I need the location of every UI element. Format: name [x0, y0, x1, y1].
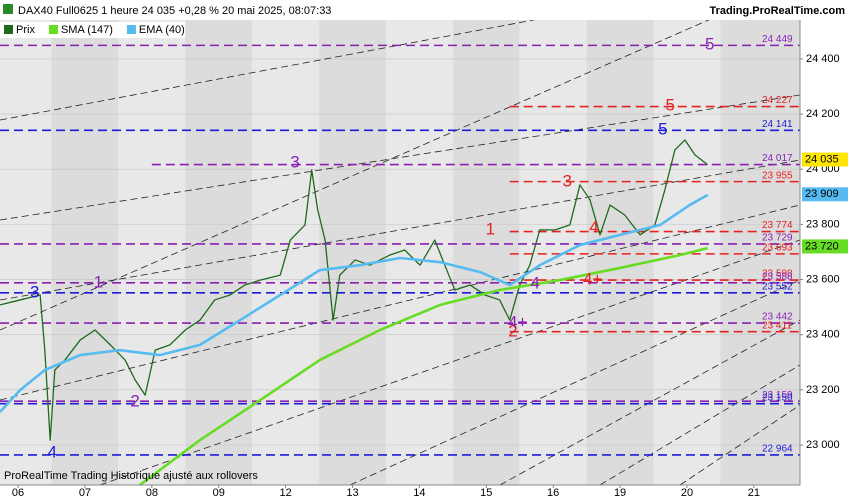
price-label: 24 035 — [805, 153, 839, 165]
x-tick-label: 16 — [547, 487, 559, 499]
level-label: 23 159 — [762, 390, 793, 401]
level-label: 23 411 — [762, 320, 792, 331]
wave-label: 4 — [530, 273, 539, 292]
level-label: 23 955 — [762, 170, 793, 181]
trend-lines — [0, 0, 801, 486]
x-tick-label: 21 — [748, 487, 760, 499]
series — [0, 139, 709, 487]
trend-line — [0, 0, 643, 121]
x-tick-label: 19 — [614, 487, 626, 499]
x-tick-label: 08 — [146, 487, 158, 499]
x-tick-label: 06 — [12, 487, 24, 499]
level-label: 23 598 — [762, 269, 793, 280]
wave-label: 1 — [94, 272, 103, 291]
day-band — [185, 20, 253, 485]
level-label: 23 729 — [762, 233, 793, 244]
logo — [3, 4, 13, 14]
y-tick-label: 23 600 — [806, 273, 840, 285]
day-band — [118, 20, 186, 485]
wave-label: 4+ — [583, 270, 602, 289]
trend-line — [679, 404, 801, 486]
wave-label: 4 — [47, 442, 56, 461]
day-band — [720, 20, 800, 485]
level-label: 23 693 — [762, 243, 793, 254]
day-band — [51, 20, 119, 485]
annotations: 3 4 1 2 3 1 2 4 4+ 3 4 4+ 5 5 5 — [30, 34, 714, 461]
day-band — [452, 20, 520, 485]
series-line — [0, 193, 709, 413]
trend-line — [0, 94, 801, 221]
wave-label: 1 — [486, 219, 495, 238]
x-tick-label: 14 — [413, 487, 425, 499]
footer: ProRealTime Trading Historique ajusté au… — [4, 470, 258, 482]
level-label: 23 774 — [762, 220, 793, 231]
day-band — [252, 20, 320, 485]
day-band — [586, 20, 654, 485]
wave-label: 3 — [562, 171, 571, 190]
y-tick-label: 23 000 — [806, 439, 840, 451]
legend-swatch — [126, 25, 136, 34]
wave-label: 3 — [290, 152, 299, 171]
legend-label: Prix — [16, 24, 35, 36]
y-tick-label: 23 400 — [806, 329, 840, 341]
day-bands — [0, 20, 800, 485]
legend-label: SMA (147) — [61, 24, 113, 36]
trend-line — [349, 279, 801, 486]
y-tick-label: 23 800 — [806, 218, 840, 230]
level-label: 23 150 — [762, 392, 793, 403]
x-tick-label: 07 — [79, 487, 91, 499]
level-label: 24 449 — [762, 34, 793, 45]
legend-bg — [0, 22, 185, 38]
level-label: 23 552 — [762, 281, 793, 292]
level-label: 22 964 — [762, 444, 793, 455]
day-band — [319, 20, 386, 485]
price-label: 23 720 — [805, 240, 839, 252]
x-tick-label: 13 — [346, 487, 358, 499]
x-axis-area — [0, 485, 850, 500]
price-label: 23 909 — [805, 188, 839, 200]
trend-line — [0, 204, 801, 401]
x-tick-label: 12 — [279, 487, 291, 499]
price-label-box — [802, 239, 848, 254]
level-label: 24 141 — [762, 119, 793, 130]
level-label: 24 227 — [762, 95, 793, 106]
wave-label: 5 — [658, 120, 667, 139]
y-tick-label: 23 200 — [806, 384, 840, 396]
level-label: 23 588 — [762, 271, 793, 282]
day-band — [0, 20, 52, 485]
day-band — [519, 20, 587, 485]
header — [0, 0, 850, 20]
level-label: 23 442 — [762, 312, 793, 323]
wave-label: 5 — [705, 34, 714, 53]
x-tick-label: 15 — [480, 487, 492, 499]
y-tick-label: 24 200 — [806, 108, 840, 120]
trend-line — [499, 319, 801, 486]
x-tick-label: 09 — [213, 487, 225, 499]
wave-label: 4 — [589, 217, 598, 236]
wave-label: 5 — [665, 95, 674, 114]
trend-line — [599, 364, 801, 486]
legend-swatch — [48, 25, 58, 34]
legend-label: EMA (40) — [139, 24, 185, 36]
wave-label: 2 — [130, 391, 139, 410]
wave-label: 2 — [508, 321, 517, 340]
price-label-box — [802, 187, 848, 202]
legend-swatch — [4, 25, 13, 34]
source: Trading.ProRealTime.com — [709, 5, 845, 17]
chart-title: DAX40 Full0625 1 heure 24 035 +0,28 % 20… — [18, 5, 331, 17]
level-label: 24 017 — [762, 153, 793, 164]
trend-line — [0, 0, 756, 331]
wave-label: 4+ — [508, 313, 527, 332]
legend: Prix SMA (147) EMA (40) — [0, 22, 185, 38]
y-tick-label: 24 400 — [806, 53, 840, 65]
wave-label: 3 — [30, 283, 39, 302]
series-line — [139, 246, 709, 487]
price-label-box — [802, 152, 848, 167]
x-tick-label: 20 — [681, 487, 693, 499]
